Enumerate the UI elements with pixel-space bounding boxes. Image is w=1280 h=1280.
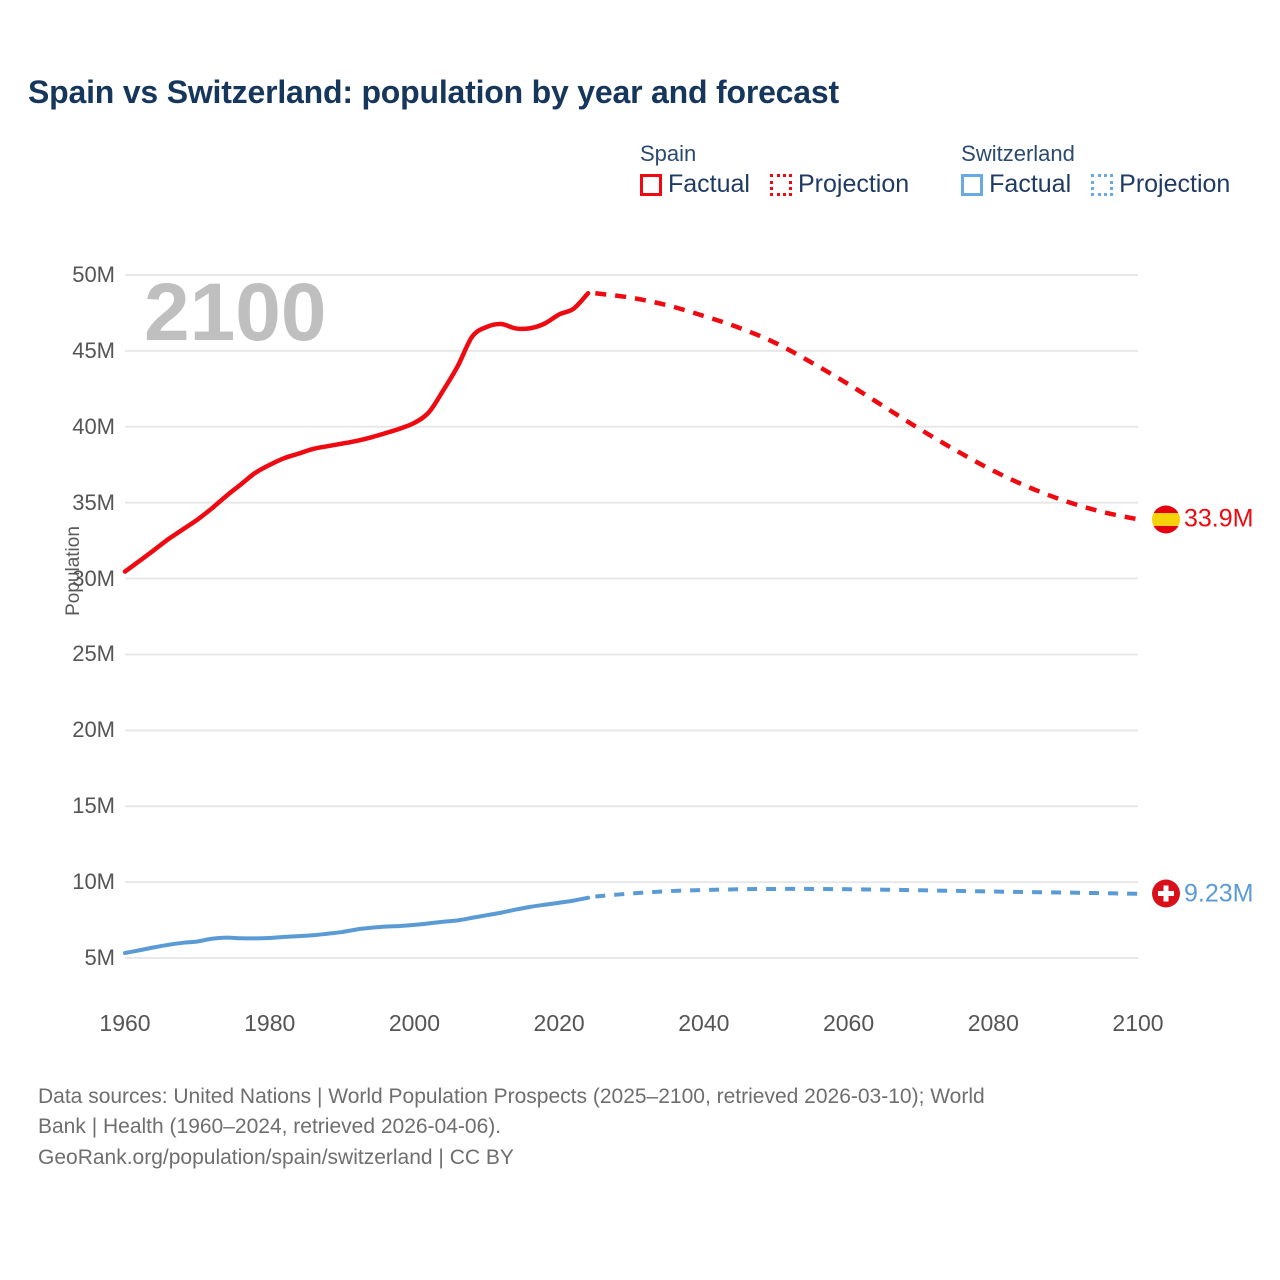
- x-axis-tick-label: 1980: [244, 1010, 296, 1036]
- spain-end-label: 33.9M: [1152, 505, 1253, 534]
- y-axis-tick-label: 30M: [72, 565, 115, 591]
- legend-label: Factual: [989, 170, 1072, 199]
- legend-swatch-solid-icon: [640, 173, 662, 196]
- legend-item-spain-projection[interactable]: Projection: [769, 170, 910, 199]
- legend-group-title-spain: Spain: [640, 141, 697, 166]
- x-axis-tick-label: 1960: [99, 1010, 151, 1036]
- legend-group-switzerland: Switzerland Factual Projection: [961, 141, 1230, 197]
- legend-item-switzerland-projection[interactable]: Projection: [1091, 172, 1230, 197]
- x-axis-tick-label: 2100: [1112, 1010, 1164, 1036]
- switzerland-end-label: 9.23M: [1152, 879, 1253, 908]
- end-label-value: 9.23M: [1184, 879, 1254, 908]
- y-axis-tick-label: 35M: [72, 489, 115, 515]
- footer-line-2: Bank | Health (1960–2024, retrieved 2026…: [38, 1115, 502, 1139]
- series-line-spain-projection: [595, 290, 1139, 522]
- x-axis-tick-label: 2000: [388, 1010, 441, 1036]
- legend-label: Projection: [797, 170, 910, 199]
- end-label-value: 33.9M: [1184, 504, 1254, 533]
- series-line-switzerland-factual: [123, 895, 591, 955]
- y-axis-tick-label: 40M: [72, 413, 115, 439]
- footer-line-3[interactable]: GeoRank.org/population/spain/switzerland…: [38, 1145, 514, 1169]
- legend-group-spain: Spain Factual Projection: [640, 141, 910, 199]
- x-axis-tick-label: 2080: [967, 1010, 1019, 1036]
- x-axis-tick-label: 2020: [533, 1010, 585, 1036]
- footer-credits: Data sources: United Nations | World Pop…: [38, 1082, 1238, 1173]
- y-axis-tick-label: 15M: [72, 793, 115, 819]
- switzerland-flag-icon: [1152, 879, 1180, 908]
- footer-line-1: Data sources: United Nations | World Pop…: [38, 1085, 985, 1108]
- spain-flag-icon: [1152, 505, 1180, 534]
- legend-swatch-dotted-icon: [769, 173, 792, 196]
- y-axis-tick-label: 10M: [72, 869, 115, 895]
- y-axis-tick-label: 5M: [84, 945, 115, 970]
- y-axis-tick-label: 45M: [72, 337, 115, 363]
- legend-label: Projection: [1119, 170, 1231, 199]
- page-title: Spain vs Switzerland: population by year…: [28, 74, 839, 110]
- legend-item-spain-factual[interactable]: Factual: [640, 172, 750, 197]
- chart-legend: Spain Factual Projection Switzerland Fac…: [640, 141, 1230, 199]
- year-watermark: 2100: [144, 267, 327, 358]
- x-axis-tick-label: 2040: [678, 1010, 730, 1036]
- legend-swatch-dotted-icon: [1091, 173, 1114, 196]
- series-line-switzerland-projection: [595, 886, 1139, 899]
- y-axis-tick-label: 50M: [72, 262, 115, 287]
- x-axis-tick-label: 2060: [822, 1010, 875, 1036]
- legend-swatch-solid-icon: [961, 173, 984, 196]
- y-axis-tick-label: 20M: [72, 717, 115, 743]
- y-axis-tick-label: 25M: [72, 641, 115, 667]
- legend-label: Factual: [668, 170, 750, 199]
- legend-group-title-switzerland: Switzerland: [961, 141, 1075, 166]
- legend-item-switzerland-factual[interactable]: Factual: [961, 172, 1071, 197]
